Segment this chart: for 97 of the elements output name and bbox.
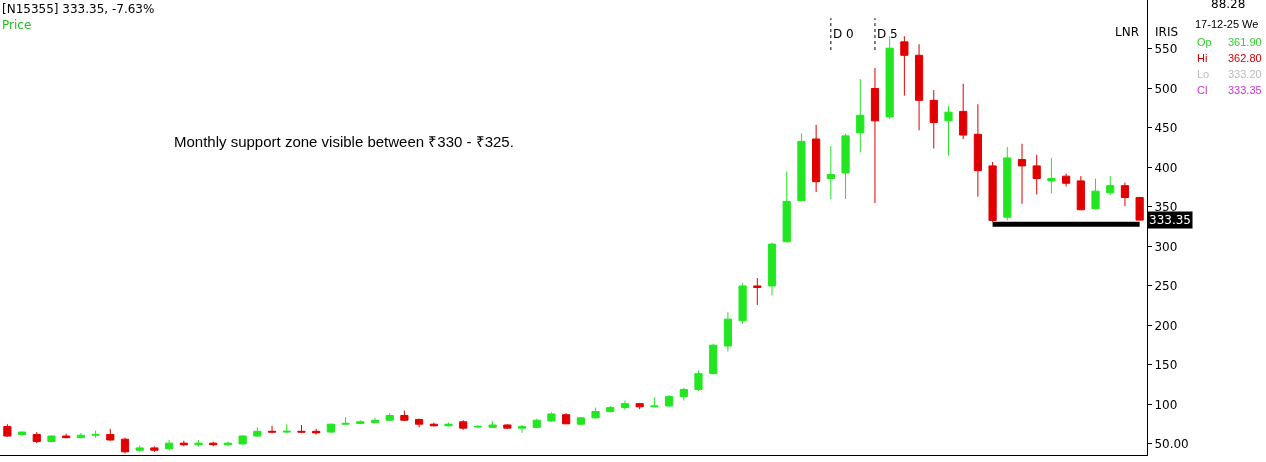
candlestick (312, 428, 321, 435)
candlestick (547, 411, 556, 423)
candlestick (1032, 154, 1041, 195)
candlestick (17, 430, 27, 437)
candlestick (91, 430, 100, 439)
candlestick (1017, 143, 1027, 205)
candlestick (341, 416, 350, 426)
candlestick (517, 424, 527, 434)
y-tick-label: 450 (1154, 121, 1178, 136)
candlestick (973, 103, 982, 198)
y-tick-label: 250 (1154, 279, 1178, 294)
candlestick (267, 425, 277, 434)
candlestick (3, 423, 12, 438)
candlestick (723, 311, 733, 353)
candlestick (870, 67, 880, 204)
annotation: D 0 (833, 27, 854, 41)
candlestick (988, 161, 997, 223)
text: 333.35 (1149, 213, 1191, 227)
text: Price (2, 18, 32, 32)
candlestick (664, 394, 674, 408)
text: 333.35 (1228, 84, 1262, 96)
candlestick (812, 124, 821, 193)
candlestick (1062, 173, 1071, 187)
candlestick (944, 105, 953, 157)
text: Cl (1197, 84, 1208, 96)
candlestick (150, 445, 159, 453)
candlestick (1106, 175, 1115, 196)
candlestick (326, 422, 335, 434)
text: 362.80 (1228, 52, 1262, 64)
y-tick-label: 300 (1154, 239, 1178, 254)
text: Hi (1197, 52, 1208, 64)
candlestick (709, 343, 718, 375)
candlestick (562, 412, 571, 425)
candlestick (576, 416, 585, 426)
candlestick (900, 35, 909, 97)
candlestick (120, 437, 130, 454)
candlestick (503, 423, 512, 430)
candlestick (620, 399, 630, 411)
annotation: Monthly support zone visible between ₹330 - ₹325. (174, 133, 514, 150)
y-tick-label: 350 (1154, 200, 1178, 215)
annotation: LNR (1115, 25, 1139, 39)
candlestick (488, 420, 497, 428)
candlestick (32, 431, 41, 444)
text: Lo (1197, 68, 1210, 80)
candlestick (385, 412, 394, 422)
candlestick (753, 277, 762, 306)
text: 361.90 (1228, 36, 1262, 48)
candlestick (165, 439, 174, 451)
candlestick (47, 434, 56, 443)
candlestick (1120, 181, 1130, 207)
chart-title: [N15355] 333.35, -7.63% (2, 2, 155, 16)
candlestick (679, 387, 688, 401)
candlestick (782, 170, 791, 244)
candlestick (459, 419, 468, 431)
candlestick (356, 419, 365, 425)
text: IRIS (1155, 25, 1179, 39)
candlestick (1003, 146, 1012, 221)
candlestick (767, 242, 777, 296)
y-tick-label: 150 (1154, 358, 1178, 373)
candlestick (1076, 175, 1085, 211)
candlestick (856, 78, 865, 153)
y-tick-label: 550 (1154, 42, 1178, 57)
candlestick (694, 369, 703, 392)
y-tick-label: 200 (1154, 318, 1178, 333)
candlestick (135, 445, 144, 453)
candlestick (738, 282, 747, 325)
candlestick (414, 418, 424, 428)
candlestick (282, 423, 291, 434)
y-tick-label: 100 (1154, 397, 1178, 412)
text: 17-12-25 We (1195, 18, 1259, 30)
y-tick-label: 400 (1154, 160, 1178, 175)
candlestick (1091, 178, 1100, 210)
candlestick (841, 133, 850, 200)
candlestick (532, 418, 541, 429)
candlestick (1047, 157, 1056, 195)
candlestick (591, 407, 600, 420)
candlestick (297, 424, 306, 434)
candlestick (253, 426, 262, 438)
candlestick (929, 89, 938, 150)
y-tick-label: 50.00 (1154, 437, 1189, 452)
candlestick (635, 402, 644, 410)
annotation: D 5 (877, 27, 898, 41)
text: Op (1197, 36, 1212, 48)
candlestick (106, 428, 115, 442)
candlestick (959, 83, 968, 140)
candlestick (606, 405, 615, 413)
candlestick (1135, 196, 1144, 221)
candlestick (62, 433, 71, 439)
candlestick (473, 424, 483, 429)
candlestick (400, 410, 409, 422)
text: 333.20 (1228, 68, 1262, 80)
candlestick (797, 133, 806, 202)
candlestick (238, 434, 247, 446)
candlestick (826, 145, 835, 200)
y-tick-label: 500 (1154, 81, 1178, 96)
candlestick (650, 396, 659, 408)
candlestick (914, 43, 924, 131)
